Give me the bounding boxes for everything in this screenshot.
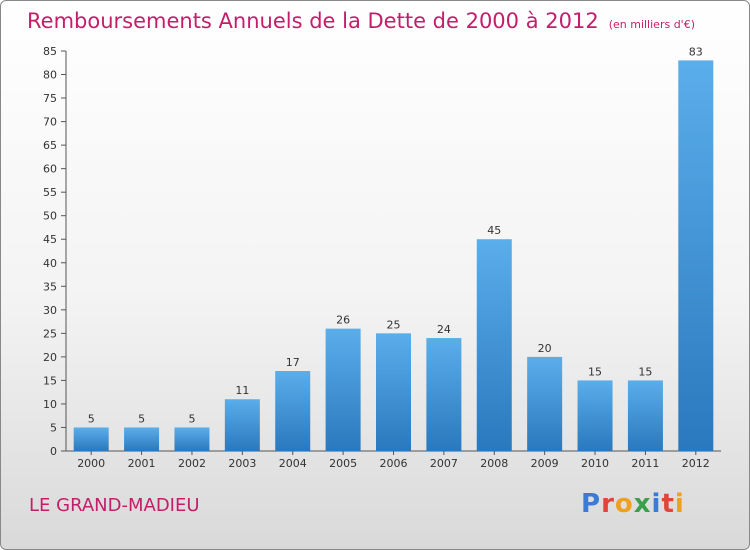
chart-unit: (en milliers d'€) (608, 18, 695, 31)
data-label: 5 (138, 412, 145, 425)
bar (73, 427, 109, 451)
y-tick-label: 25 (43, 327, 57, 340)
data-label: 5 (88, 412, 95, 425)
logo-letter: i (674, 489, 685, 519)
data-label: 5 (188, 412, 195, 425)
data-label: 45 (487, 224, 501, 237)
y-tick-label: 40 (43, 257, 57, 270)
data-label: 26 (336, 314, 350, 327)
bar (678, 60, 714, 451)
bar (376, 333, 411, 451)
chart-title-text: Remboursements Annuels de la Dette de 20… (27, 9, 599, 33)
data-label: 15 (638, 365, 652, 378)
x-tick-label: 2008 (480, 457, 508, 470)
town-name: LE GRAND-MADIEU (29, 495, 200, 516)
logo-letter: o (614, 489, 634, 519)
y-tick-label: 0 (50, 445, 57, 458)
y-tick-label: 5 (50, 421, 57, 434)
bar (275, 371, 311, 451)
x-tick-label: 2009 (531, 457, 559, 470)
y-tick-label: 85 (43, 45, 57, 58)
y-tick-label: 70 (43, 116, 57, 129)
bar (224, 399, 260, 451)
bar (426, 338, 462, 451)
y-tick-label: 50 (43, 210, 57, 223)
y-tick-label: 65 (43, 139, 57, 152)
x-tick-label: 2000 (77, 457, 105, 470)
y-tick-label: 35 (43, 280, 57, 293)
x-tick-label: 2003 (228, 457, 256, 470)
bar (627, 380, 663, 451)
y-tick-label: 20 (43, 351, 57, 364)
bar (124, 427, 160, 451)
x-tick-label: 2012 (682, 457, 710, 470)
y-tick-label: 80 (43, 69, 57, 82)
y-tick-label: 60 (43, 163, 57, 176)
data-label: 25 (387, 318, 401, 331)
x-tick-label: 2011 (631, 457, 659, 470)
data-label: 17 (286, 356, 300, 369)
y-tick-label: 30 (43, 304, 57, 317)
bar (174, 427, 210, 451)
y-tick-label: 45 (43, 233, 57, 246)
y-tick-label: 15 (43, 374, 57, 387)
x-tick-label: 2001 (128, 457, 156, 470)
logo-letter: i (651, 489, 662, 519)
bar (527, 356, 563, 451)
logo-letter: x (633, 489, 652, 519)
chart-title: Remboursements Annuels de la Dette de 20… (27, 9, 695, 33)
bar (325, 328, 361, 451)
x-tick-label: 2005 (329, 457, 357, 470)
data-label: 24 (437, 323, 451, 336)
x-tick-label: 2010 (581, 457, 609, 470)
logo-letter: r (601, 489, 615, 519)
y-tick-label: 10 (43, 398, 57, 411)
data-label: 83 (689, 45, 703, 58)
data-label: 15 (588, 365, 602, 378)
y-tick-label: 75 (43, 92, 57, 105)
proxiti-logo: Proxiti (581, 489, 685, 519)
logo-letter: P (581, 489, 602, 519)
bar (577, 380, 613, 451)
y-tick-label: 55 (43, 186, 57, 199)
x-tick-label: 2006 (380, 457, 408, 470)
data-label: 11 (235, 384, 249, 397)
x-tick-label: 2002 (178, 457, 206, 470)
bar (476, 239, 512, 451)
logo-letter: t (661, 489, 675, 519)
data-label: 20 (538, 342, 552, 355)
x-tick-label: 2004 (279, 457, 307, 470)
x-tick-label: 2007 (430, 457, 458, 470)
